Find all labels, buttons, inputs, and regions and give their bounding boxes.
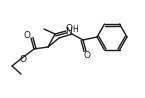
Text: O: O: [23, 30, 30, 39]
Text: O: O: [84, 50, 90, 59]
Text: N: N: [66, 26, 72, 35]
Text: H: H: [72, 24, 78, 34]
Text: O: O: [19, 54, 27, 64]
Text: O: O: [66, 24, 72, 33]
